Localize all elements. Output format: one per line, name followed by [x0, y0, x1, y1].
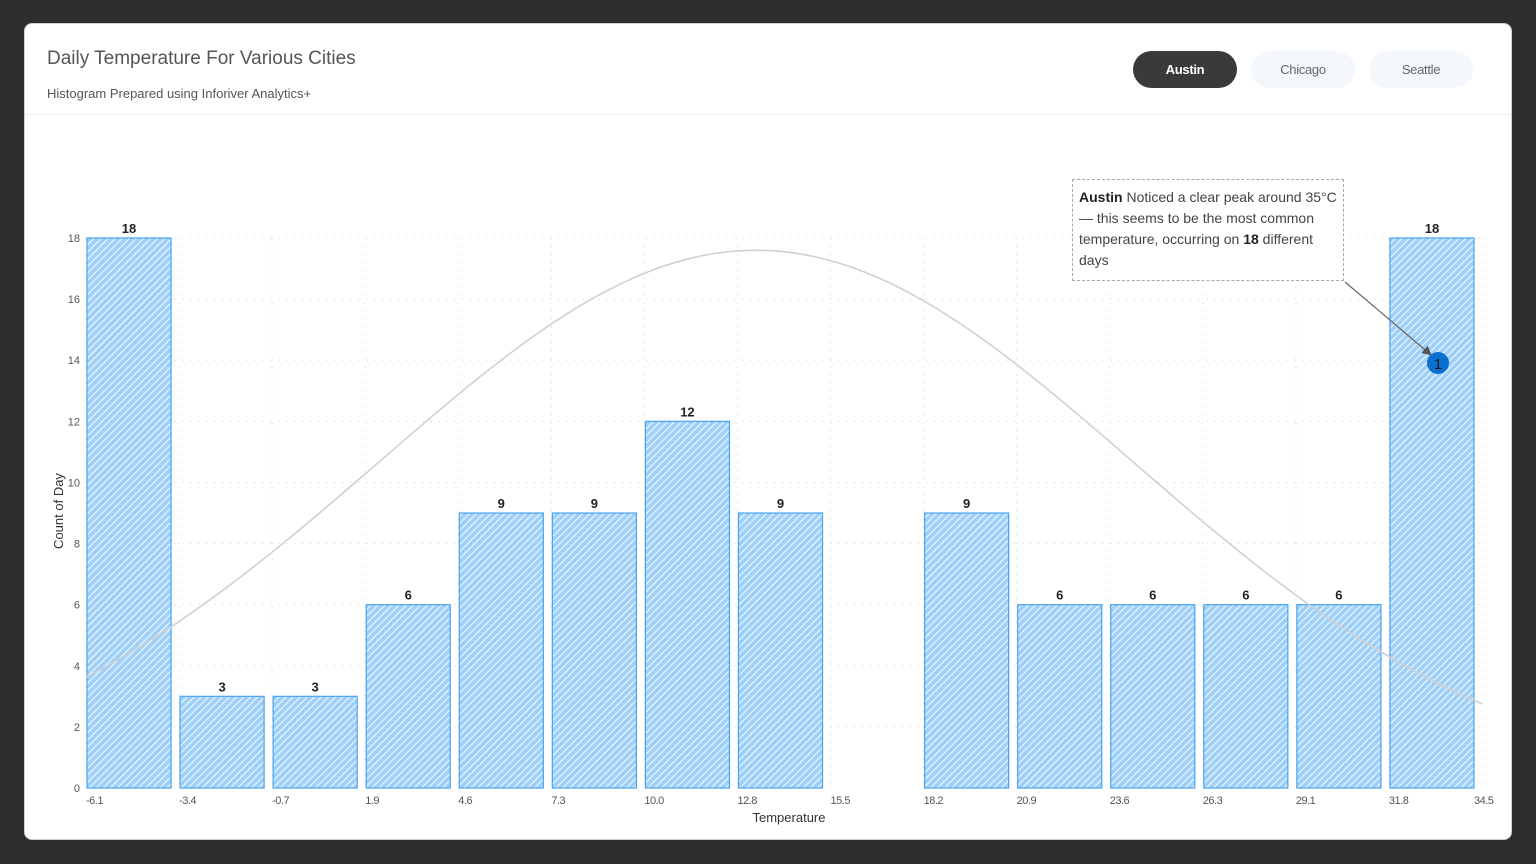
bar-value-label: 9	[498, 496, 505, 511]
bar-value-label: 9	[591, 496, 598, 511]
histogram-bar[interactable]	[551, 512, 637, 789]
x-tick-label: -0.7	[272, 795, 289, 807]
annotation-marker[interactable]	[1427, 352, 1449, 374]
annotation-text: Noticed a clear peak around 35°C— this s…	[1079, 189, 1337, 247]
x-axis-title: Temperature	[753, 810, 826, 825]
x-tick-label: 18.2	[924, 795, 944, 807]
bar-value-label: 6	[1335, 588, 1342, 603]
tab-seattle[interactable]: Seattle	[1369, 51, 1473, 88]
bar-value-label: 3	[218, 679, 225, 694]
bar-value-label: 9	[777, 496, 784, 511]
bar-value-label: 6	[405, 588, 412, 603]
y-tick-label: 12	[68, 416, 80, 428]
histogram-bar[interactable]	[458, 512, 544, 789]
annotation-text-end: different days	[1079, 231, 1314, 268]
city-tabs: Austin Chicago Seattle	[1133, 51, 1473, 88]
chart-card: Daily Temperature For Various Cities His…	[24, 23, 1512, 840]
bar-value-label: 6	[1242, 588, 1249, 603]
x-tick-label: 29.1	[1296, 795, 1316, 807]
tab-chicago[interactable]: Chicago	[1251, 51, 1355, 88]
x-tick-label: 7.3	[551, 795, 565, 807]
y-tick-label: 14	[68, 355, 80, 367]
x-tick-label: 26.3	[1203, 795, 1223, 807]
histogram-bar[interactable]	[272, 695, 358, 789]
y-tick-label: 0	[74, 783, 80, 795]
histogram-bar[interactable]	[1017, 604, 1103, 789]
annotation-box: Austin Noticed a clear peak around 35°C—…	[1072, 179, 1344, 281]
x-tick-label: 31.8	[1389, 795, 1409, 807]
y-tick-label: 4	[74, 661, 80, 673]
chart-subtitle: Histogram Prepared using Inforiver Analy…	[47, 86, 312, 101]
bar-value-label: 3	[312, 679, 319, 694]
x-tick-label: 1.9	[365, 795, 379, 807]
histogram-bar[interactable]	[1110, 604, 1196, 789]
x-tick-label: 34.5	[1474, 795, 1494, 807]
distribution-curve	[85, 249, 1483, 705]
histogram-bar[interactable]	[86, 237, 172, 789]
x-tick-label: 4.6	[458, 795, 472, 807]
y-axis-title: Count of Day	[51, 473, 66, 549]
histogram-bars: 18 3 3 6 9 9 12 9 9 6 6 6 6 18	[86, 221, 1475, 789]
x-tick-label: -6.1	[86, 795, 103, 807]
bar-value-label: 18	[122, 221, 136, 236]
histogram-chart: 18 3 3 6 9 9 12 9 9 6 6 6 6 18 0 2 4 6 8 10 12 14 16 18 -6.1 -3…	[51, 221, 1494, 825]
bar-value-label: 6	[1056, 588, 1063, 603]
y-tick-label: 8	[74, 539, 80, 551]
histogram-bar[interactable]	[179, 695, 265, 789]
y-tick-label: 16	[68, 294, 80, 306]
y-tick-label: 10	[68, 477, 80, 489]
x-tick-label: 23.6	[1110, 795, 1130, 807]
tab-austin[interactable]: Austin	[1133, 51, 1237, 88]
chart-title: Daily Temperature For Various Cities	[47, 48, 356, 69]
histogram-bar[interactable]	[923, 512, 1010, 789]
x-tick-label: 12.8	[737, 795, 757, 807]
histogram-bar[interactable]	[365, 604, 451, 789]
x-tick-label: 20.9	[1017, 795, 1037, 807]
annotation-marker-label: 1	[1434, 356, 1442, 373]
y-tick-label: 18	[68, 233, 80, 245]
histogram-bar[interactable]	[737, 512, 824, 789]
bar-value-label: 9	[963, 496, 970, 511]
histogram-bar[interactable]	[1296, 604, 1382, 789]
annotation-connector	[1344, 281, 1432, 356]
annotation-city: Austin	[1079, 189, 1123, 205]
histogram-bar[interactable]	[1203, 604, 1289, 789]
x-tick-label: 10.0	[644, 795, 664, 807]
x-axis: -6.1 -3.4 -0.7 1.9 4.6 7.3 10.0 12.8 15.5 18.2 20.…	[86, 795, 1494, 807]
bar-value-label: 12	[680, 404, 694, 419]
y-tick-label: 6	[74, 600, 80, 612]
bar-value-label: 18	[1425, 221, 1439, 236]
histogram-bar[interactable]	[1389, 237, 1475, 789]
bar-value-label: 6	[1149, 588, 1156, 603]
y-axis: 0 2 4 6 8 10 12 14 16 18	[68, 233, 80, 795]
y-tick-label: 2	[74, 722, 80, 734]
x-tick-label: -3.4	[179, 795, 196, 807]
card-header: Daily Temperature For Various Cities His…	[25, 24, 1511, 115]
annotation-count: 18	[1243, 231, 1259, 247]
histogram-bar[interactable]	[644, 420, 731, 789]
x-tick-label: 15.5	[831, 795, 851, 807]
